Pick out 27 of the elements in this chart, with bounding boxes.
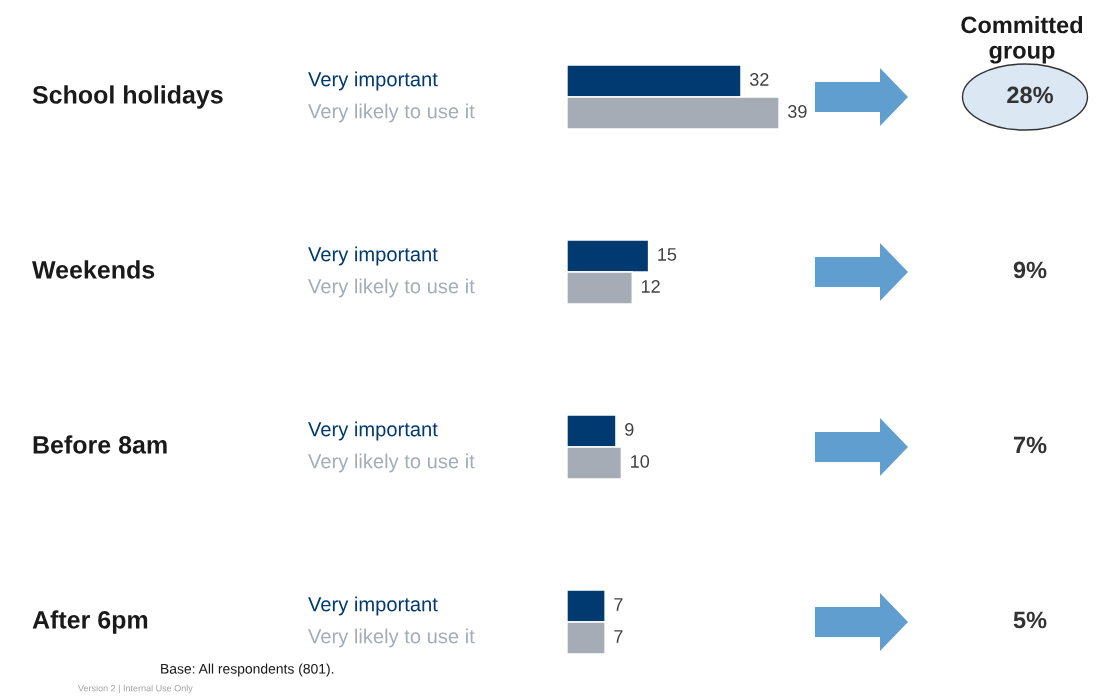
text: Committed group <box>961 16 1083 64</box>
data-label: 12 <box>641 280 660 293</box>
text: Very likely to use it <box>308 278 475 298</box>
text: Very important <box>308 596 438 616</box>
data-label: 15 <box>658 248 677 261</box>
y-tick-label: Before 8am <box>33 435 167 454</box>
data-label: 7 <box>614 630 623 643</box>
data-label: 32 <box>749 73 769 86</box>
text: 28% <box>1007 86 1054 104</box>
data-label: 10 <box>631 455 650 468</box>
text: Very likely to use it <box>308 628 475 648</box>
text: Very likely to use it <box>308 453 475 473</box>
text: Base: All respondents (801). <box>161 663 334 677</box>
text: 9% <box>1013 261 1047 279</box>
text: Very important <box>308 421 438 441</box>
text: 7% <box>1013 436 1047 454</box>
data-label: 9 <box>625 423 634 436</box>
data-label: 39 <box>788 105 807 118</box>
text: 5% <box>1013 611 1047 629</box>
text: Very important <box>308 246 438 266</box>
y-tick-label: After 6pm <box>32 610 148 634</box>
text: Very likely to use it <box>308 103 475 123</box>
text: Very important <box>308 71 438 91</box>
y-tick-label: Weekends <box>32 260 155 279</box>
data-label: 7 <box>614 598 623 611</box>
text: Version 2 | Internal Use Only <box>78 684 193 694</box>
y-tick-label: School holidays <box>32 85 223 109</box>
